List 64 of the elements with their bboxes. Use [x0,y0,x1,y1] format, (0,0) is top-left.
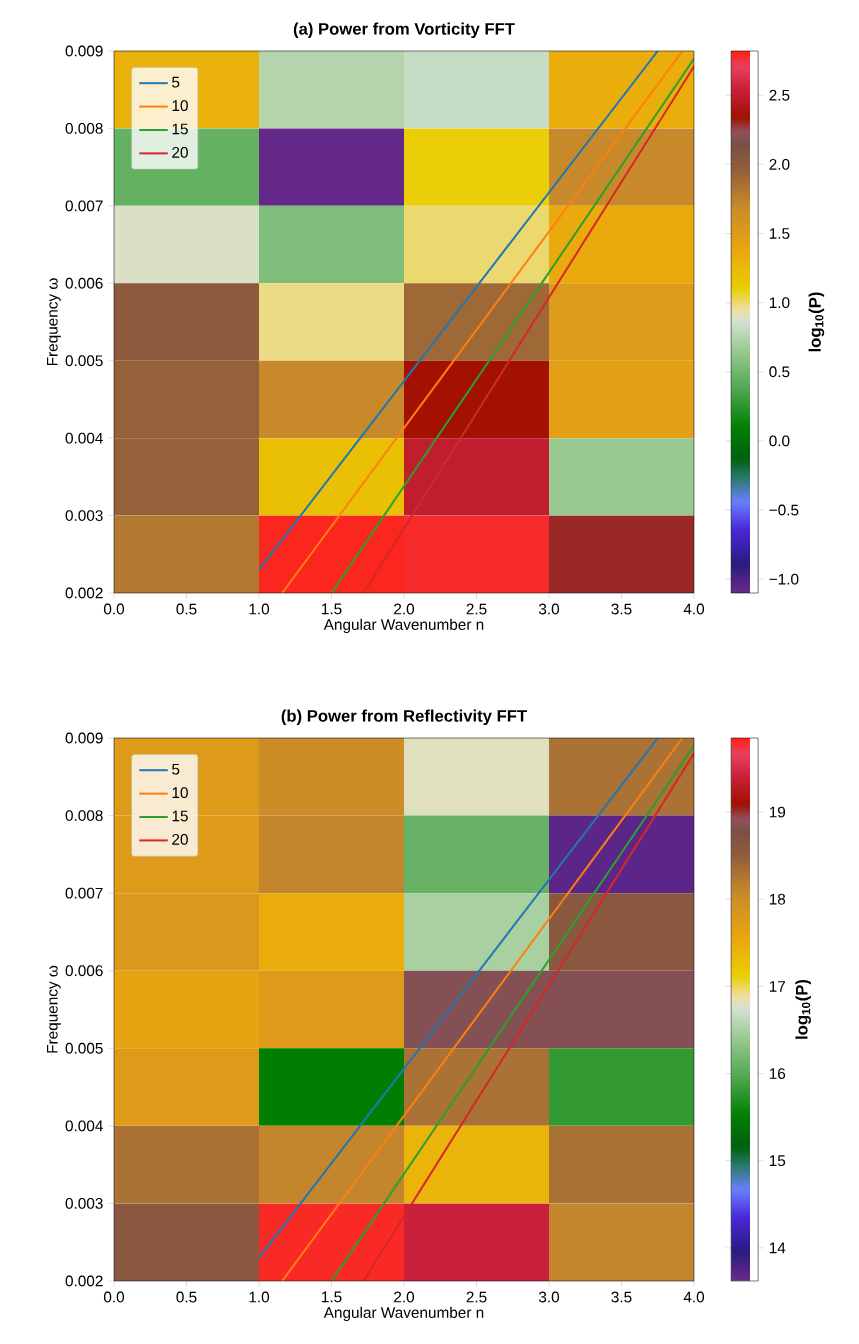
x-tick-label: 1.0 [249,603,270,615]
x-axis-title: Angular Wavenumber n [323,1306,484,1322]
y-tick-label: 0.007 [65,887,103,899]
y-tick-label: 0.004 [65,1120,103,1132]
x-tick-label: 0.0 [103,603,125,615]
y-tick-label: 0.009 [65,732,103,744]
legend-label: 5 [172,76,180,88]
color-bar-label: 17 [769,981,786,992]
legend-label: 20 [172,834,188,845]
y-tick-label: 0.006 [65,277,103,289]
x-tick-label: 0.5 [176,603,197,615]
y-axis-title: Frequency ω [47,278,61,366]
x-tick-label: 2.0 [394,1291,415,1303]
x-tick-label: 3.0 [538,1291,560,1303]
color-bar-label: 18 [769,893,786,905]
color-bar-label: 2.5 [769,89,790,101]
y-tick-label: 0.003 [65,1197,103,1209]
x-tick-label: 3.5 [611,603,632,615]
x-tick-label: 4.0 [683,603,705,615]
legend-label: 10 [172,787,188,799]
color-bar-label: 2.0 [769,158,790,170]
y-tick-label: 0.005 [65,355,103,367]
y-tick-label: 0.004 [65,432,103,444]
color-bar-label: 15 [769,1155,786,1167]
color-bar-label: 1.5 [769,228,790,239]
color-bar-label: −1.0 [769,573,799,585]
legend-label: 15 [172,810,188,822]
color-bar-label: 19 [769,806,786,818]
x-tick-label: 2.0 [394,603,415,615]
x-tick-label: 1.5 [322,1291,342,1303]
y-tick-label: 0.006 [65,965,103,977]
color-bar-label: 1.0 [769,297,790,309]
y-tick-label: 0.008 [65,123,103,134]
y-tick-label: 0.008 [65,810,103,821]
y-tick-label: 0.002 [65,587,103,599]
x-tick-label: 0.5 [176,1291,197,1303]
x-tick-label: 3.5 [611,1291,632,1303]
color-bar-label: 14 [769,1242,786,1254]
color-bar-label: 0.0 [769,435,790,447]
y-axis-title: Frequency ω [47,965,61,1053]
y-tick-label: 0.009 [65,45,103,57]
color-bar-label: 16 [769,1068,786,1079]
x-tick-label: 1.5 [322,603,342,615]
legend-label: 5 [172,763,180,775]
legend-label: 15 [172,123,188,135]
legend-label: 20 [172,146,188,158]
x-tick-label: 4.0 [683,1291,705,1303]
y-tick-label: 0.007 [65,200,103,212]
y-tick-label: 0.005 [65,1042,103,1054]
y-tick-label: 0.002 [65,1275,103,1287]
x-axis-title: Angular Wavenumber n [323,618,484,634]
color-bar-label: −0.5 [769,504,799,516]
x-tick-label: 1.0 [249,1291,270,1303]
chart-title: (a) Power from Vorticity FFT [293,22,515,39]
color-bar-title: log$_{10}$(P) [808,292,825,352]
x-tick-label: 3.0 [538,603,560,615]
x-tick-label: 2.5 [466,1291,487,1303]
color-bar-title: log$_{10}$(P) [795,979,811,1039]
y-tick-label: 0.003 [65,510,103,521]
chart-title: (b) Power from Reflectivity FFT [281,709,527,726]
color-bar-label: 0.5 [769,366,790,378]
x-tick-label: 2.5 [466,603,487,615]
x-tick-label: 0.0 [103,1291,125,1303]
legend-label: 10 [172,100,188,112]
